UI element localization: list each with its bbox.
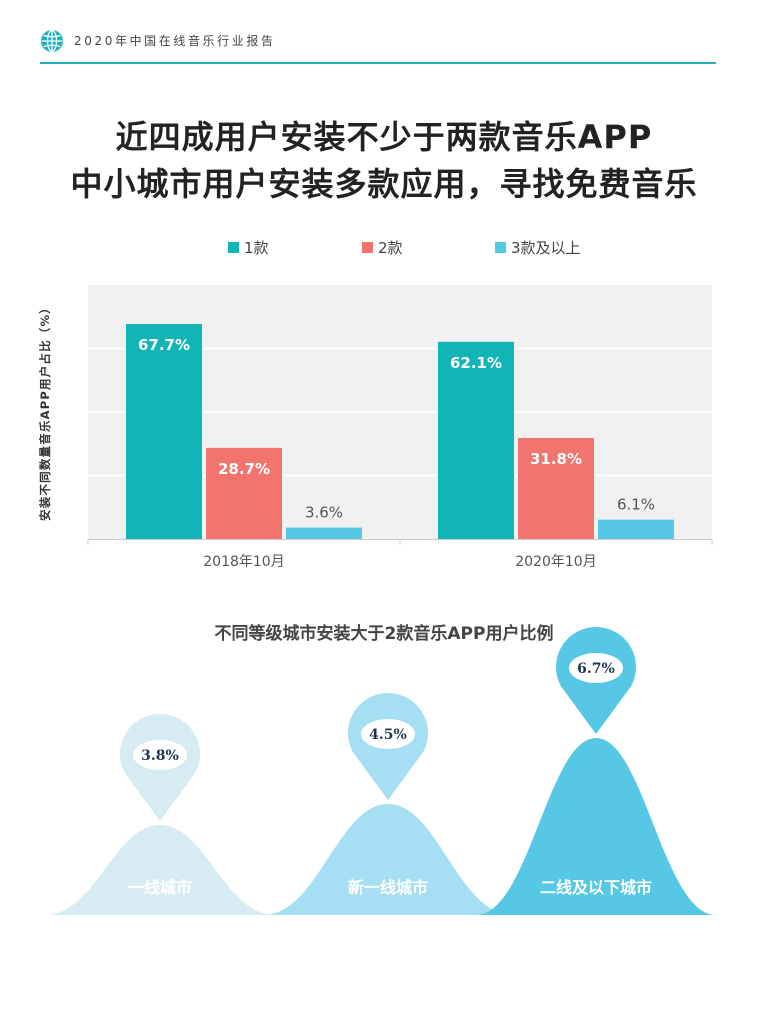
legend-label-series-1: 1款 [244, 238, 269, 257]
data-label: 28.7% [218, 460, 270, 478]
pin-value-label: 3.8% [141, 748, 179, 764]
report-header: 2020年中国在线音乐行业报告 [40, 29, 716, 59]
mountain-shape [263, 804, 513, 915]
legend-label-series-2: 2款 [378, 238, 403, 257]
mountain-shape [476, 738, 716, 915]
data-label: 62.1% [450, 354, 502, 372]
legend-swatch-series-2 [362, 241, 373, 253]
bar [438, 341, 514, 539]
pin-value-label: 6.7% [577, 661, 615, 677]
page-title-line-2: 中小城市用户安装多款应用，寻找免费音乐 [70, 165, 698, 203]
legend-item-series-3: 3款及以上 [495, 236, 581, 258]
pin-label-bubble [133, 740, 187, 770]
x-tick-label: 2020年10月 [515, 554, 596, 570]
mountain-shape [45, 825, 275, 915]
data-label: 67.7% [138, 336, 190, 354]
bar [598, 519, 674, 539]
data-label: 6.1% [617, 496, 655, 514]
bar-chart: 67.7% 28.7% 3.6% 2018年10月 62.1% 31.8% 6.1% 2020… [87, 285, 713, 570]
category-label: 一线城市 [128, 878, 192, 897]
bar [518, 438, 594, 539]
pin-label-bubble [361, 719, 415, 749]
header-divider [40, 62, 716, 64]
page-title-line-1: 近四成用户安装不少于两款音乐APP [115, 118, 653, 156]
data-label: 3.6% [305, 504, 343, 522]
globe-icon [41, 29, 63, 53]
legend-item-series-1: 1款 [228, 236, 269, 258]
legend-label-series-3: 3款及以上 [511, 238, 581, 257]
legend-item-series-2: 2款 [362, 236, 403, 258]
x-tick-label: 2018年10月 [203, 554, 284, 570]
area-chart-title: 不同等级城市安装大于2款音乐APP用户比例 [214, 624, 554, 644]
bar [206, 447, 282, 539]
legend-swatch-series-1 [228, 241, 239, 253]
category-label: 二线及以下城市 [540, 878, 652, 897]
report-header-title: 2020年中国在线音乐行业报告 [74, 34, 276, 48]
bar [126, 324, 202, 539]
chart-legend: 1款 2款 3款及以上 [0, 236, 768, 258]
pin-value-label: 4.5% [369, 727, 407, 743]
legend-swatch-series-3 [495, 241, 506, 253]
bar [286, 527, 362, 539]
data-label: 31.8% [530, 450, 582, 468]
category-label: 新一线城市 [348, 878, 428, 897]
pin-label-bubble [569, 653, 623, 683]
